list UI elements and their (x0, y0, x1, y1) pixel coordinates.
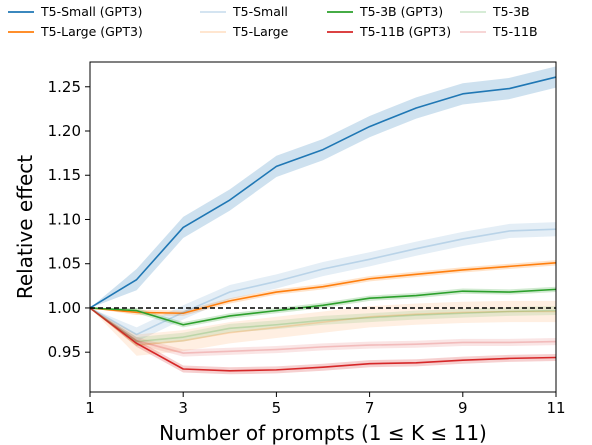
legend-label-t5-11b: T5-11B (492, 24, 538, 39)
y-tick-label: 1.20 (48, 122, 81, 140)
x-tick-label: 9 (458, 399, 468, 417)
series-line-t5-11b (89, 307, 557, 354)
y-tick-label: 1.00 (48, 299, 81, 317)
y-axis-ticks: 0.95 1.00 1.05 1.10 1.15 1.20 1.25 (48, 78, 90, 361)
plot-frame (89, 61, 557, 393)
series-line-t5-large (89, 307, 556, 346)
band-t5-small (90, 222, 556, 342)
x-tick-label: 3 (178, 399, 188, 417)
y-tick-label: 1.15 (48, 166, 81, 184)
series-lines (89, 76, 557, 372)
legend: T5-Small (GPT3) T5-Large (GPT3) T5-Small T5… (8, 4, 538, 39)
legend-label-t5-large: T5-Large (232, 24, 289, 39)
x-tick-label: 1 (85, 399, 95, 417)
series-line-t5-3b-gpt3 (89, 288, 557, 326)
y-tick-label: 0.95 (48, 343, 81, 361)
band-t5-3b (90, 306, 556, 346)
x-tick-label: 7 (365, 399, 375, 417)
x-axis-ticks: 1 3 5 7 9 11 (85, 392, 566, 417)
x-axis-label: Number of prompts (1 ≤ K ≤ 11) (159, 421, 487, 445)
band-t5-11b (90, 307, 556, 357)
legend-label-t5-small: T5-Small (232, 4, 288, 19)
y-tick-label: 1.10 (48, 210, 81, 228)
y-tick-label: 1.25 (48, 78, 81, 96)
y-tick-label: 1.05 (48, 255, 81, 273)
band-t5-small-gpt3 (90, 66, 556, 308)
legend-label-t5-small-gpt3: T5-Small (GPT3) (40, 4, 142, 19)
band-t5-large-gpt3 (90, 260, 556, 316)
legend-label-t5-3b: T5-3B (492, 4, 530, 19)
series-line-t5-11b-gpt3 (89, 307, 557, 372)
series-line-t5-small-gpt3 (89, 76, 557, 309)
series-line-t5-3b (89, 307, 557, 343)
y-axis-label: Relative effect (13, 155, 37, 299)
legend-label-t5-large-gpt3: T5-Large (GPT3) (40, 24, 143, 39)
x-tick-label: 5 (272, 399, 282, 417)
legend-label-t5-3b-gpt3: T5-3B (GPT3) (359, 4, 443, 19)
series-line-t5-large-gpt3 (89, 262, 557, 315)
legend-label-t5-11b-gpt3: T5-11B (GPT3) (359, 24, 451, 39)
confidence-bands (90, 66, 556, 375)
x-tick-label: 11 (546, 399, 565, 417)
band-t5-3b-gpt3 (90, 286, 556, 328)
band-t5-large (90, 300, 556, 356)
